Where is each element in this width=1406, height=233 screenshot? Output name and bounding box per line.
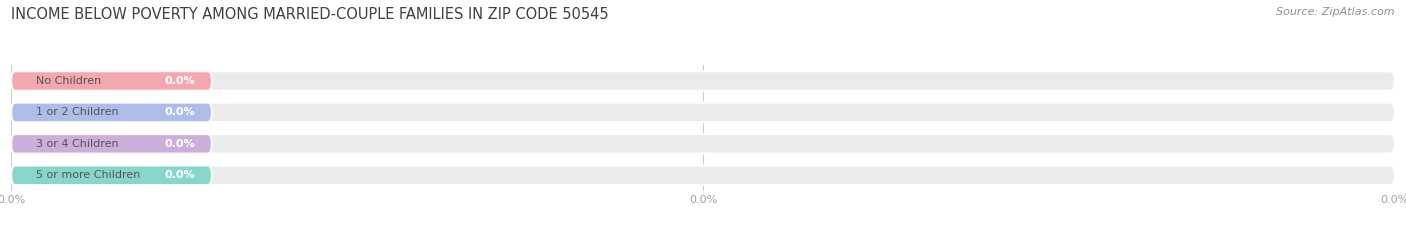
Text: 0.0%: 0.0% bbox=[165, 76, 195, 86]
Text: 0.0%: 0.0% bbox=[165, 170, 195, 180]
Text: 5 or more Children: 5 or more Children bbox=[37, 170, 141, 180]
Text: 3 or 4 Children: 3 or 4 Children bbox=[37, 139, 118, 149]
Text: Source: ZipAtlas.com: Source: ZipAtlas.com bbox=[1277, 7, 1395, 17]
FancyBboxPatch shape bbox=[11, 103, 1395, 122]
Text: 1 or 2 Children: 1 or 2 Children bbox=[37, 107, 118, 117]
Text: No Children: No Children bbox=[37, 76, 101, 86]
FancyBboxPatch shape bbox=[11, 71, 1395, 91]
FancyBboxPatch shape bbox=[11, 134, 1395, 154]
Text: 0.0%: 0.0% bbox=[165, 139, 195, 149]
FancyBboxPatch shape bbox=[11, 134, 212, 154]
FancyBboxPatch shape bbox=[11, 166, 212, 185]
Text: 0.0%: 0.0% bbox=[165, 107, 195, 117]
FancyBboxPatch shape bbox=[11, 166, 1395, 185]
Text: INCOME BELOW POVERTY AMONG MARRIED-COUPLE FAMILIES IN ZIP CODE 50545: INCOME BELOW POVERTY AMONG MARRIED-COUPL… bbox=[11, 7, 609, 22]
FancyBboxPatch shape bbox=[11, 103, 212, 122]
FancyBboxPatch shape bbox=[11, 71, 212, 91]
